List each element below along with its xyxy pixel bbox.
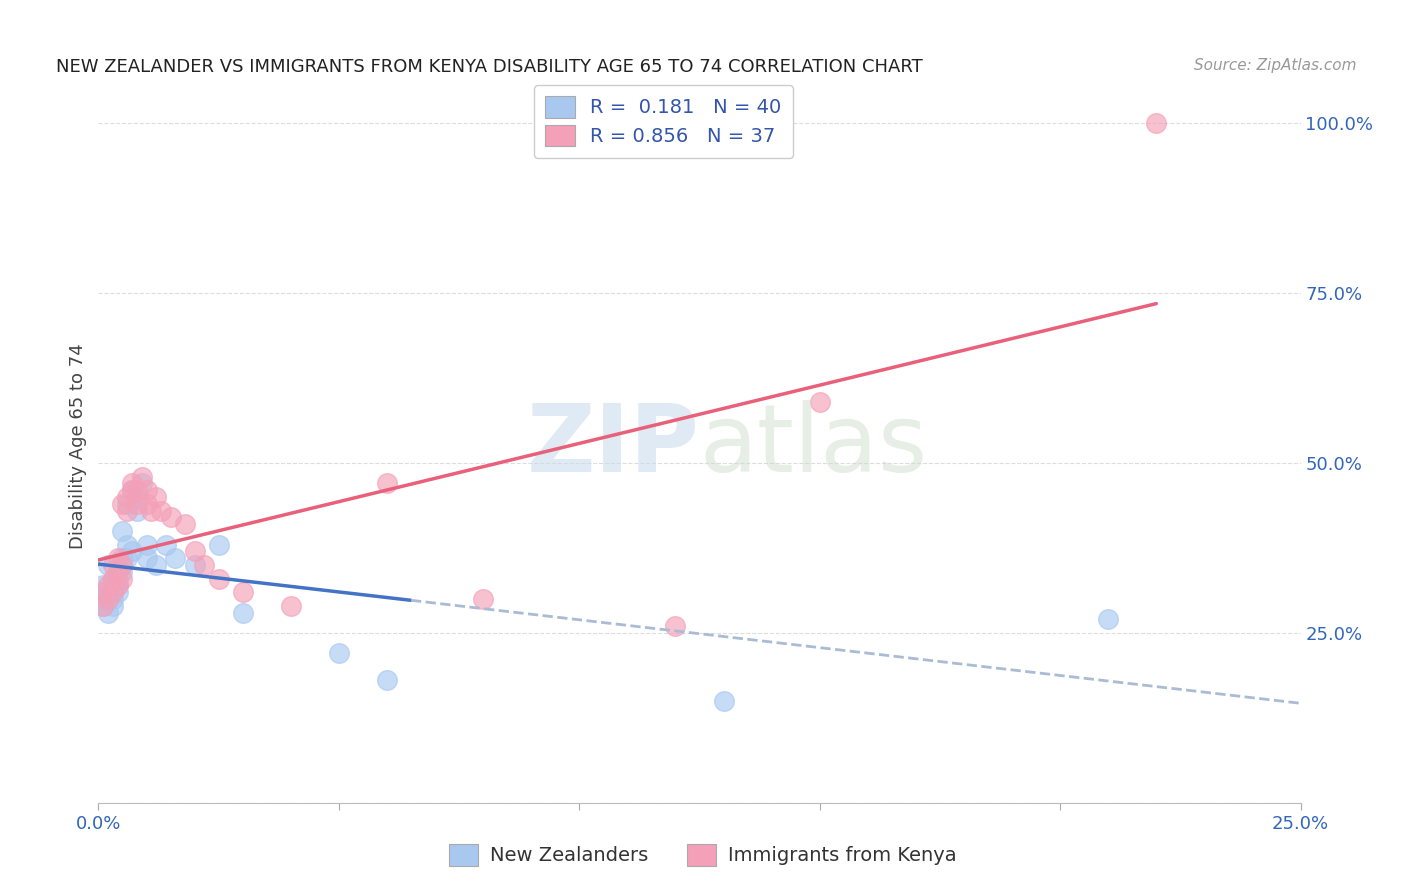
Point	[107, 551, 129, 566]
Point	[121, 544, 143, 558]
Point	[141, 503, 163, 517]
Point	[159, 510, 181, 524]
Legend: R =  0.181   N = 40, R = 0.856   N = 37: R = 0.181 N = 40, R = 0.856 N = 37	[534, 85, 793, 158]
Point	[101, 599, 124, 613]
Point	[111, 565, 134, 579]
Point	[111, 572, 134, 586]
Point	[131, 476, 153, 491]
Point	[121, 483, 143, 498]
Point	[280, 599, 302, 613]
Point	[111, 558, 134, 572]
Point	[107, 565, 129, 579]
Point	[135, 537, 157, 551]
Point	[121, 476, 143, 491]
Point	[165, 551, 187, 566]
Point	[107, 585, 129, 599]
Text: ZIP: ZIP	[527, 400, 700, 492]
Point	[232, 606, 254, 620]
Point	[664, 619, 686, 633]
Point	[135, 483, 157, 498]
Point	[107, 565, 129, 579]
Point	[125, 483, 148, 498]
Text: Source: ZipAtlas.com: Source: ZipAtlas.com	[1194, 58, 1357, 73]
Point	[117, 490, 139, 504]
Point	[91, 578, 114, 592]
Point	[101, 578, 124, 592]
Point	[107, 578, 129, 592]
Point	[155, 537, 177, 551]
Point	[121, 483, 143, 498]
Point	[117, 537, 139, 551]
Text: atlas: atlas	[700, 400, 928, 492]
Point	[125, 490, 148, 504]
Point	[472, 591, 495, 606]
Point	[125, 503, 148, 517]
Point	[131, 469, 153, 483]
Point	[101, 585, 124, 599]
Point	[375, 476, 398, 491]
Point	[375, 673, 398, 688]
Point	[97, 591, 120, 606]
Point	[149, 503, 172, 517]
Point	[135, 551, 157, 566]
Point	[808, 394, 831, 409]
Point	[125, 497, 148, 511]
Point	[111, 524, 134, 538]
Point	[111, 497, 134, 511]
Point	[107, 578, 129, 592]
Point	[183, 544, 205, 558]
Point	[97, 606, 120, 620]
Legend: New Zealanders, Immigrants from Kenya: New Zealanders, Immigrants from Kenya	[441, 837, 965, 873]
Text: NEW ZEALANDER VS IMMIGRANTS FROM KENYA DISABILITY AGE 65 TO 74 CORRELATION CHART: NEW ZEALANDER VS IMMIGRANTS FROM KENYA D…	[56, 58, 922, 76]
Point	[91, 585, 114, 599]
Point	[713, 694, 735, 708]
Point	[91, 599, 114, 613]
Point	[183, 558, 205, 572]
Point	[117, 497, 139, 511]
Point	[101, 572, 124, 586]
Point	[97, 585, 120, 599]
Point	[232, 585, 254, 599]
Point	[101, 572, 124, 586]
Point	[135, 497, 157, 511]
Point	[1097, 612, 1119, 626]
Point	[111, 558, 134, 572]
Point	[101, 585, 124, 599]
Point	[328, 646, 350, 660]
Point	[117, 503, 139, 517]
Point	[101, 591, 124, 606]
Point	[145, 490, 167, 504]
Y-axis label: Disability Age 65 to 74: Disability Age 65 to 74	[69, 343, 87, 549]
Point	[193, 558, 215, 572]
Point	[174, 517, 197, 532]
Point	[97, 558, 120, 572]
Point	[101, 558, 124, 572]
Point	[208, 572, 231, 586]
Point	[91, 599, 114, 613]
Point	[91, 591, 114, 606]
Point	[117, 551, 139, 566]
Point	[111, 551, 134, 566]
Point	[145, 558, 167, 572]
Point	[97, 578, 120, 592]
Point	[107, 572, 129, 586]
Point	[97, 591, 120, 606]
Point	[1144, 116, 1167, 130]
Point	[208, 537, 231, 551]
